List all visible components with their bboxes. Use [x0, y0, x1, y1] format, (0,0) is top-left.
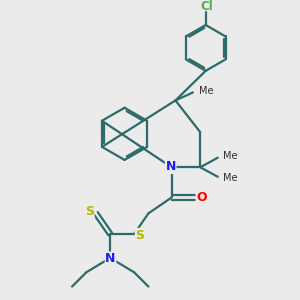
Text: N: N [105, 252, 116, 265]
Text: Me: Me [223, 152, 238, 161]
Text: O: O [196, 191, 207, 204]
Text: Me: Me [223, 173, 238, 183]
Text: Cl: Cl [200, 0, 213, 13]
Text: S: S [135, 229, 144, 242]
Text: N: N [166, 160, 176, 173]
Text: S: S [85, 205, 94, 218]
Text: Me: Me [199, 86, 213, 96]
